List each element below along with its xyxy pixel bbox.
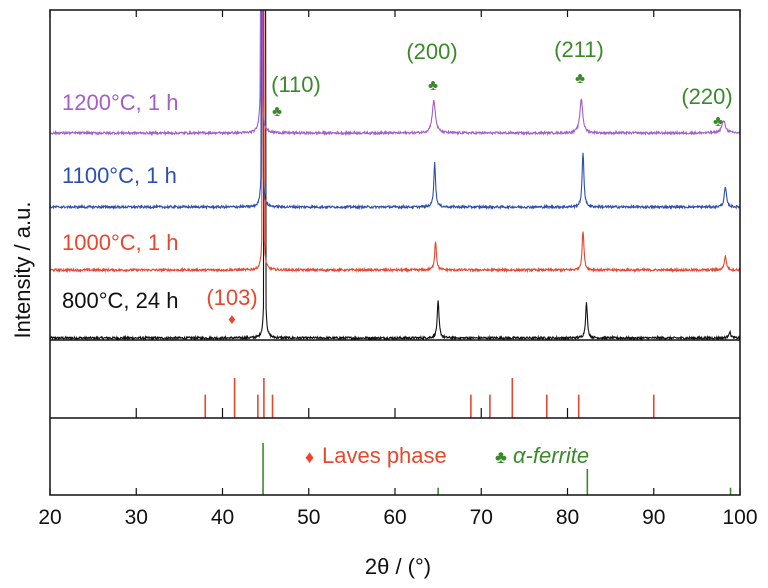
series-line-2 <box>49 9 741 211</box>
peak-label-3: (220) <box>681 84 732 109</box>
series-label-0: 800°C, 24 h <box>62 288 178 313</box>
x-axis-label: 2θ / (°) <box>365 554 431 579</box>
reference-patterns <box>135 378 732 495</box>
x-tick-label-1: 30 <box>125 506 148 529</box>
x-tick-label-3: 50 <box>297 506 320 529</box>
x-axis-ticks: 20 30 40 50 60 70 80 90 100 <box>38 10 758 529</box>
peak-marker-1: ♣ <box>428 77 438 94</box>
legend-laves-marker: ♦ <box>305 447 314 467</box>
peak-labels: 800°C, 24 h 1000°C, 1 h 1100°C, 1 h 1200°C,… <box>62 37 733 328</box>
x-tick-label-8: 100 <box>722 506 757 529</box>
peak-marker-4: ♦ <box>228 311 236 328</box>
series-label-2: 1100°C, 1 h <box>62 163 177 188</box>
series-label-1: 1000°C, 1 h <box>62 230 178 255</box>
legend-ferrite-marker: ♣ <box>495 447 507 467</box>
xrd-patterns <box>49 9 741 342</box>
legend: ♦ Laves phase ♣ α-ferrite <box>305 443 589 468</box>
x-tick-label-0: 20 <box>38 506 61 529</box>
peak-label-0: (110) <box>271 72 321 97</box>
legend-laves-label: Laves phase <box>322 443 447 468</box>
peak-marker-0: ♣ <box>272 103 282 120</box>
series-label-3: 1200°C, 1 h <box>62 90 178 115</box>
peak-label-4: (103) <box>206 285 257 310</box>
legend-ferrite-label: α-ferrite <box>513 443 589 468</box>
peak-marker-3: ♣ <box>713 113 723 130</box>
series-line-3 <box>49 9 741 137</box>
x-tick-label-6: 80 <box>556 506 579 529</box>
x-tick-label-2: 40 <box>211 506 234 529</box>
x-tick-label-4: 60 <box>383 506 406 529</box>
x-tick-label-7: 90 <box>642 506 665 529</box>
series-line-0 <box>49 9 741 342</box>
y-axis-label: Intensity / a.u. <box>10 202 35 339</box>
x-tick-label-5: 70 <box>470 506 493 529</box>
peak-marker-2: ♣ <box>575 70 585 87</box>
series-line-1 <box>49 9 741 274</box>
peak-label-2: (211) <box>554 37 604 62</box>
peak-label-1: (200) <box>406 39 457 64</box>
